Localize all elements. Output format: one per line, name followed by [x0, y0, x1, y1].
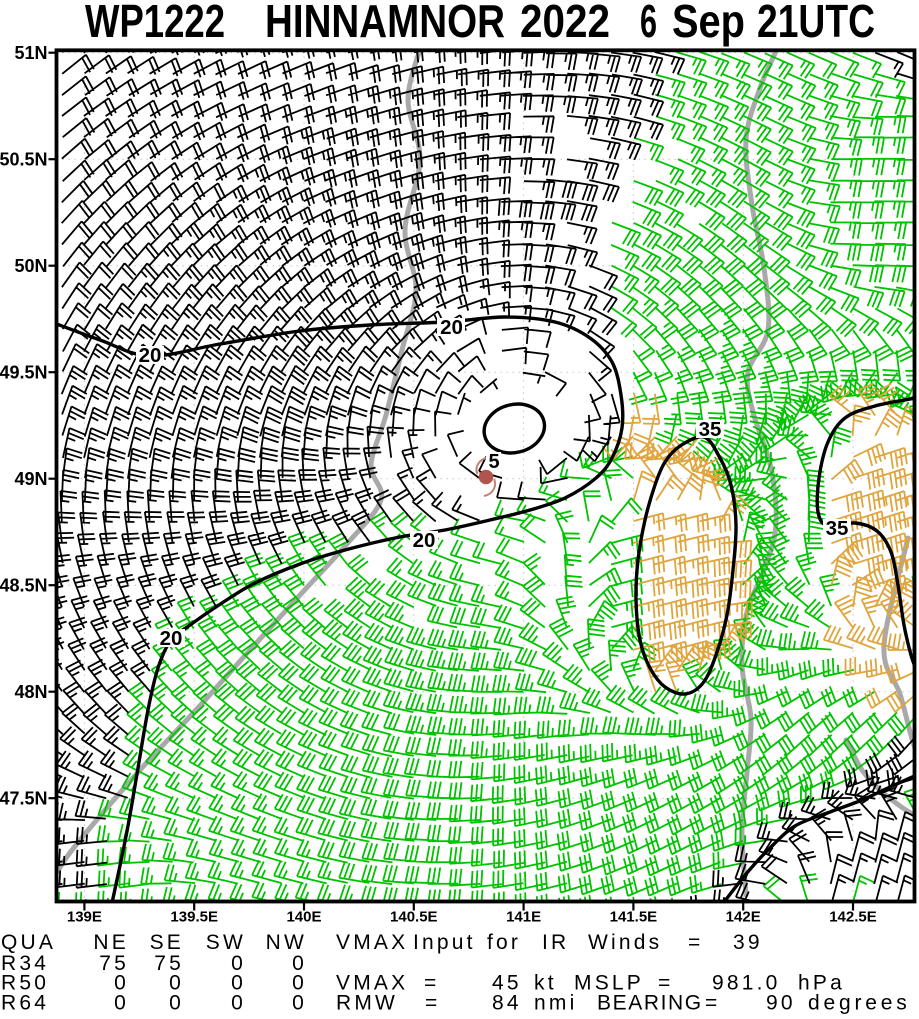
svg-text:75: 75: [99, 952, 129, 975]
svg-text:0: 0: [292, 992, 307, 1015]
svg-text:nmi: nmi: [534, 992, 577, 1015]
svg-text:for: for: [487, 931, 521, 954]
svg-text:=: =: [658, 972, 673, 995]
svg-text:=: =: [424, 972, 439, 995]
svg-text:2022: 2022: [520, 0, 610, 47]
svg-text:142E: 142E: [726, 909, 761, 926]
svg-text:981.0: 981.0: [712, 972, 781, 995]
svg-text:R64: R64: [1, 992, 49, 1015]
svg-text:6: 6: [640, 0, 657, 47]
svg-text:kt: kt: [534, 972, 557, 995]
svg-text:HINNAMNOR: HINNAMNOR: [265, 0, 505, 47]
svg-text:IR: IR: [542, 931, 569, 954]
svg-text:MSLP: MSLP: [574, 972, 644, 995]
svg-text:BEARING: BEARING: [597, 992, 703, 1015]
svg-text:20: 20: [440, 316, 463, 339]
svg-text:141.5E: 141.5E: [610, 909, 658, 926]
svg-text:0: 0: [169, 972, 184, 995]
svg-text:VMAX: VMAX: [336, 931, 408, 954]
svg-text:0: 0: [231, 952, 246, 975]
svg-text:Winds: Winds: [588, 931, 662, 954]
svg-text:NE: NE: [93, 931, 129, 954]
svg-text:=: =: [688, 931, 703, 954]
svg-text:NW: NW: [266, 931, 307, 954]
svg-text:0: 0: [114, 992, 129, 1015]
svg-text:VMAX: VMAX: [336, 972, 408, 995]
svg-text:21UTC: 21UTC: [757, 0, 875, 47]
svg-text:45: 45: [492, 972, 522, 995]
svg-text:5: 5: [488, 451, 499, 473]
svg-text:35: 35: [699, 418, 722, 441]
svg-text:140.5E: 140.5E: [390, 909, 438, 926]
svg-text:84: 84: [492, 992, 522, 1015]
svg-text:hPa: hPa: [798, 972, 845, 995]
svg-text:49.5N: 49.5N: [0, 363, 48, 383]
svg-text:QUA: QUA: [1, 931, 56, 954]
svg-text:R34: R34: [1, 952, 49, 975]
svg-text:RMW: RMW: [336, 992, 398, 1015]
svg-text:0: 0: [231, 992, 246, 1015]
svg-text:WP1222: WP1222: [85, 0, 225, 47]
svg-text:49N: 49N: [14, 469, 47, 489]
svg-text:20: 20: [413, 529, 436, 552]
svg-text:SW: SW: [206, 931, 246, 954]
svg-text:48N: 48N: [14, 682, 47, 702]
svg-text:50N: 50N: [14, 256, 47, 276]
svg-text:90: 90: [766, 992, 796, 1015]
svg-text:degrees: degrees: [808, 992, 911, 1015]
svg-text:139.5E: 139.5E: [170, 909, 218, 926]
svg-text:141E: 141E: [506, 909, 541, 926]
svg-text:R50: R50: [1, 972, 49, 995]
svg-text:=: =: [425, 992, 440, 1015]
svg-text:142.5E: 142.5E: [829, 909, 877, 926]
svg-text:=: =: [705, 992, 720, 1015]
svg-text:0: 0: [231, 972, 246, 995]
svg-text:Sep: Sep: [672, 0, 745, 47]
svg-text:51N: 51N: [14, 43, 47, 63]
svg-text:20: 20: [160, 627, 183, 650]
svg-text:75: 75: [154, 952, 184, 975]
svg-text:140E: 140E: [286, 909, 321, 926]
svg-text:0: 0: [292, 952, 307, 975]
svg-text:SE: SE: [150, 931, 184, 954]
svg-text:20: 20: [139, 344, 162, 367]
svg-text:0: 0: [169, 992, 184, 1015]
svg-text:47.5N: 47.5N: [0, 789, 48, 809]
svg-text:139E: 139E: [67, 909, 102, 926]
svg-text:48.5N: 48.5N: [0, 576, 48, 596]
svg-text:39: 39: [733, 931, 763, 954]
svg-text:0: 0: [114, 972, 129, 995]
svg-text:35: 35: [826, 517, 849, 540]
svg-text:0: 0: [292, 972, 307, 995]
svg-text:Input: Input: [413, 931, 476, 954]
svg-text:50.5N: 50.5N: [0, 150, 48, 170]
